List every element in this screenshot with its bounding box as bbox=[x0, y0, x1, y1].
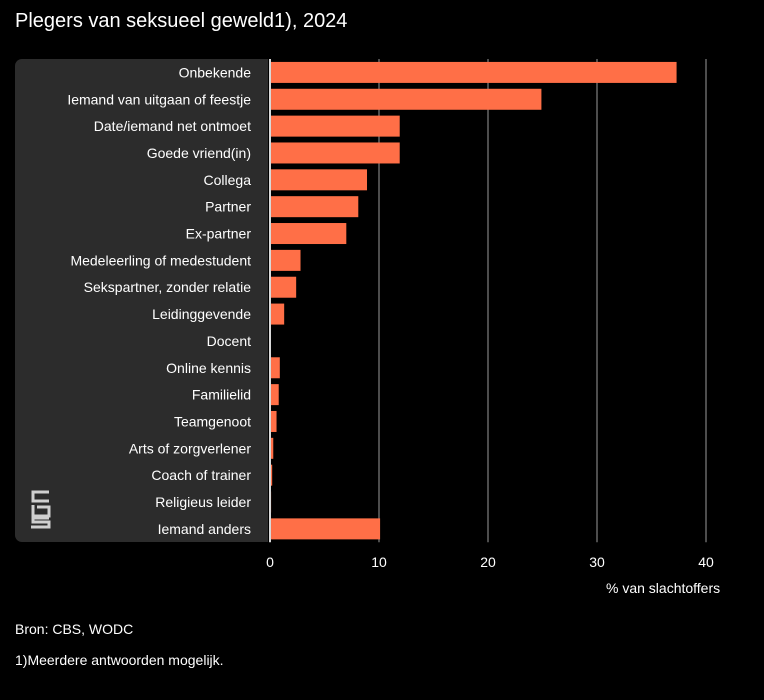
gridlines bbox=[378, 59, 707, 543]
bar bbox=[270, 142, 400, 164]
category-label: Leidinggevende bbox=[152, 306, 251, 322]
category-label: Familielid bbox=[192, 387, 251, 403]
bar bbox=[270, 464, 273, 486]
bar bbox=[270, 518, 381, 540]
chart-title: Plegers van seksueel geweld1), 2024 bbox=[15, 10, 348, 32]
bar bbox=[270, 357, 280, 379]
x-axis-label: % van slachtoffers bbox=[606, 580, 721, 596]
bar bbox=[270, 61, 677, 83]
category-label: Ex-partner bbox=[186, 226, 252, 242]
bar bbox=[270, 115, 400, 137]
category-label-panel bbox=[15, 59, 268, 542]
x-tick-label: 40 bbox=[698, 554, 714, 570]
bar bbox=[270, 223, 347, 245]
bar bbox=[270, 276, 297, 298]
x-axis-tick-labels: 0 10 20 30 40 bbox=[266, 554, 714, 570]
bar bbox=[270, 196, 359, 218]
category-label: Collega bbox=[204, 172, 252, 188]
category-label: Online kennis bbox=[166, 360, 251, 376]
x-tick-label: 30 bbox=[589, 554, 605, 570]
category-label: Sekspartner, zonder relatie bbox=[84, 279, 252, 295]
source-note: Bron: CBS, WODC bbox=[15, 621, 134, 637]
x-tick-label: 10 bbox=[371, 554, 387, 570]
category-label: Onbekende bbox=[179, 64, 252, 80]
category-label: Iemand anders bbox=[158, 521, 251, 537]
bar bbox=[270, 88, 542, 110]
bar-chart: Onbekende Iemand van uitgaan of feestje Da… bbox=[67, 59, 714, 570]
bar bbox=[270, 384, 279, 406]
category-label: Iemand van uitgaan of feestje bbox=[67, 91, 251, 107]
category-label: Medeleerling of medestudent bbox=[70, 252, 251, 268]
x-tick-label: 20 bbox=[480, 554, 496, 570]
bar bbox=[270, 437, 274, 459]
category-label: Coach of trainer bbox=[151, 467, 251, 483]
bars bbox=[270, 61, 677, 540]
category-label: Partner bbox=[205, 199, 251, 215]
category-label: Arts of zorgverlener bbox=[129, 440, 251, 456]
category-label: Docent bbox=[207, 333, 251, 349]
bar bbox=[270, 410, 277, 432]
cbs-logo bbox=[31, 490, 51, 529]
category-label: Religieus leider bbox=[155, 494, 251, 510]
footnote: 1)Meerdere antwoorden mogelijk. bbox=[15, 652, 224, 668]
bar bbox=[270, 303, 285, 325]
category-labels: Onbekende Iemand van uitgaan of feestje Da… bbox=[67, 64, 251, 536]
category-label: Teamgenoot bbox=[174, 413, 251, 429]
bar bbox=[270, 169, 368, 191]
category-label: Date/iemand net ontmoet bbox=[94, 118, 251, 134]
bar bbox=[270, 249, 301, 271]
x-tick-label: 0 bbox=[266, 554, 274, 570]
category-label: Goede vriend(in) bbox=[147, 145, 251, 161]
